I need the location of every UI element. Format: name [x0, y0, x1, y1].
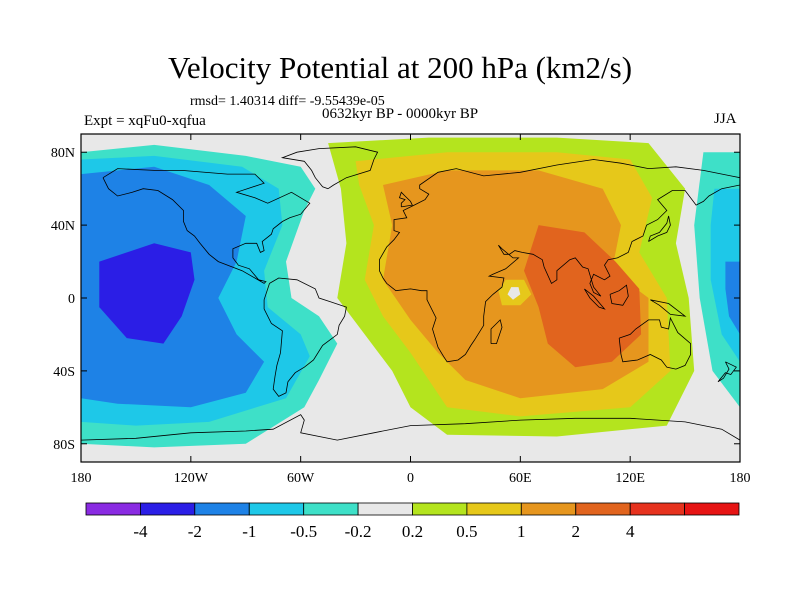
coastline-madagascar [490, 319, 503, 345]
x-tick-label: 120W [174, 471, 209, 486]
colorbar-box [139, 502, 196, 516]
colorbar-box [85, 502, 141, 516]
colorbar-box [303, 502, 359, 516]
contour-region-10 [524, 225, 642, 368]
colorbar-label: -0.2 [345, 522, 372, 541]
x-tick-label: 60E [509, 471, 532, 486]
coastline-afro-eurasia [378, 159, 740, 363]
colorbar-label: 2 [572, 522, 581, 541]
colorbar: -4 -2 -1 -0.5 -0.2 0.2 0.5 1 2 4 [85, 502, 740, 541]
contour-regions [81, 137, 740, 448]
x-tick-label: 60W [287, 471, 315, 486]
y-tick-label: 0 [68, 292, 75, 307]
y-axis: 80N 40N 0 40S 80S [51, 146, 740, 453]
colorbar-label: 0.5 [456, 522, 477, 541]
coastline-south-america [263, 277, 347, 397]
x-tick-label: 120E [615, 471, 645, 486]
x-tick-label: 180 [71, 471, 92, 486]
colorbar-label: 0.2 [402, 522, 423, 541]
coastline-new-zealand [717, 361, 737, 383]
colorbar-box [412, 502, 468, 516]
y-tick-label: 40N [51, 219, 75, 234]
colorbar-box [684, 502, 740, 516]
contour-region-3 [99, 243, 195, 344]
coastline-borneo [609, 284, 629, 306]
stats-label: rmsd= 1.40314 diff= -9.55439e-05 [190, 94, 385, 109]
colorbar-box [194, 502, 250, 516]
colorbar-box [357, 502, 413, 516]
y-tick-label: 80N [51, 146, 75, 161]
colorbar-label: 4 [626, 522, 635, 541]
coastline-new-guinea [650, 299, 687, 317]
colorbar-box [575, 502, 631, 516]
colorbar-label: -1 [242, 522, 256, 541]
colorbar-box [520, 502, 577, 516]
coastline-antarctica [81, 414, 740, 441]
coastline-japan [648, 215, 671, 242]
colorbar-label: 1 [517, 522, 526, 541]
coastline-sumatra [584, 288, 606, 310]
colorbar-box [248, 502, 305, 516]
colorbar-box [629, 502, 686, 516]
coastline-australia [618, 316, 691, 370]
contour-region-12 [507, 287, 521, 300]
x-axis: 180 120W 60W 0 60E 120E 180 [71, 134, 751, 486]
coastlines [81, 146, 740, 441]
contour-region-6 [725, 261, 740, 335]
period-label: 0632kyr BP - 0000kyr BP [322, 106, 479, 122]
x-tick-label: 180 [730, 471, 751, 486]
colorbar-label: -4 [133, 522, 148, 541]
y-tick-label: 40S [53, 365, 75, 380]
coastline-britain [398, 191, 413, 208]
colorbar-box [466, 502, 522, 516]
coastline-north-america [102, 168, 311, 284]
chart-title: Velocity Potential at 200 hPa (km2/s) [167, 50, 633, 85]
x-tick-label: 0 [407, 471, 414, 486]
y-tick-label: 80S [53, 438, 75, 453]
colorbar-label: -0.5 [290, 522, 317, 541]
coastline-greenland [280, 146, 379, 190]
colorbar-label: -2 [188, 522, 202, 541]
season-label: JJA [714, 111, 737, 127]
experiment-label: Expt = xqFu0-xqfua [84, 113, 206, 129]
